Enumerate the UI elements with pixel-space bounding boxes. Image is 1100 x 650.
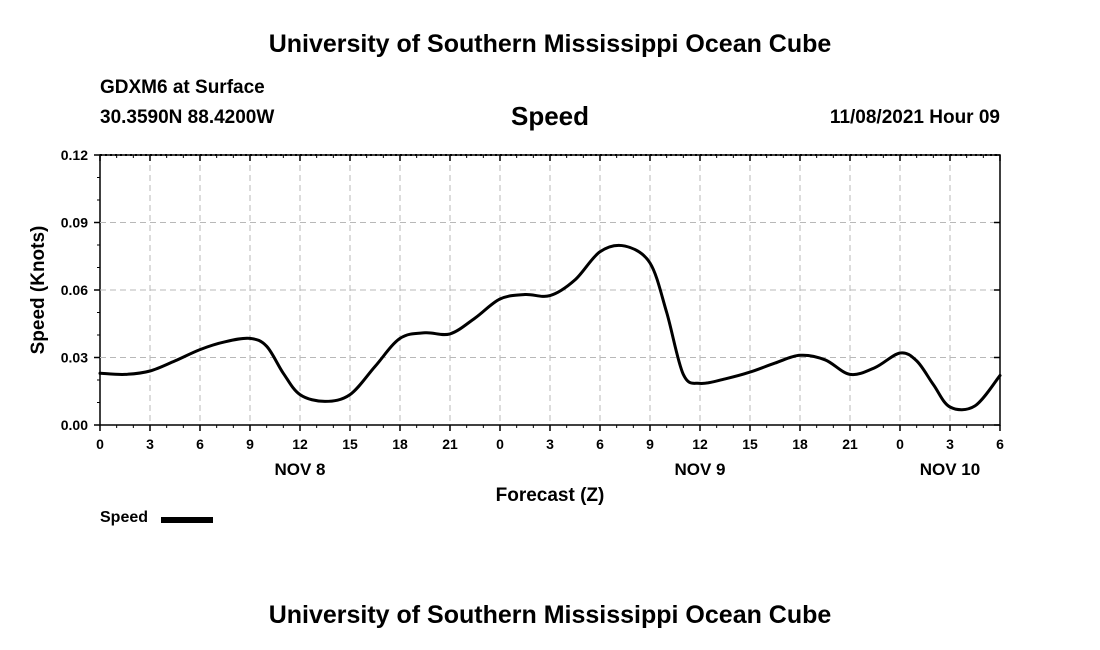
speed-series-line: [98, 243, 1002, 412]
station-label: GDXM6 at Surface: [100, 77, 265, 98]
x-tick-label: 15: [342, 436, 358, 452]
x-tick-label: 9: [646, 436, 654, 452]
x-tick-label: 9: [246, 436, 254, 452]
y-tick-label: 0.09: [61, 215, 88, 231]
legend-swatch: [161, 517, 213, 523]
y-axis-title: Speed (Knots): [28, 226, 49, 355]
x-axis-title: Forecast (Z): [496, 485, 605, 506]
legend-label: Speed: [100, 509, 149, 526]
x-tick-label: 3: [946, 436, 954, 452]
date-label: NOV 8: [274, 460, 325, 479]
y-tick-label: 0.00: [61, 417, 88, 433]
grid: [100, 155, 1000, 425]
x-tick-label: 3: [146, 436, 154, 452]
datetime-label: 11/08/2021 Hour 09: [829, 107, 1000, 128]
x-tick-label: 6: [196, 436, 204, 452]
x-tick-label: 0: [496, 436, 504, 452]
y-tick-label: 0.03: [61, 350, 88, 366]
x-tick-label: 6: [996, 436, 1004, 452]
x-tick-label: 21: [842, 436, 858, 452]
axis-ticks: [94, 154, 1001, 431]
x-tick-label: 18: [392, 436, 408, 452]
date-label: NOV 9: [674, 460, 725, 479]
chart-title: Speed: [510, 101, 590, 131]
x-tick-label: 0: [896, 436, 904, 452]
x-tick-label: 18: [792, 436, 808, 452]
axis-labels: 0 3 6 9 12 15 18 21 0 3 6 9 12 15 18 21 0 3 6 0.00 0.03 0.06 0…: [28, 147, 1004, 506]
date-label: NOV 10: [920, 460, 980, 479]
y-tick-label: 0.12: [61, 147, 88, 163]
x-tick-label: 6: [596, 436, 604, 452]
x-tick-label: 12: [292, 436, 308, 452]
coordinates-label: 30.3590N 88.4200W: [100, 107, 275, 128]
y-tick-label: 0.06: [61, 282, 88, 298]
top-title: University of Southern Mississippi Ocean…: [268, 30, 832, 58]
x-tick-label: 21: [442, 436, 458, 452]
x-tick-label: 0: [96, 436, 104, 452]
x-tick-label: 3: [546, 436, 554, 452]
bottom-title: University of Southern Mississippi Ocean…: [268, 601, 832, 629]
x-tick-label: 15: [742, 436, 758, 452]
x-tick-label: 12: [692, 436, 708, 452]
